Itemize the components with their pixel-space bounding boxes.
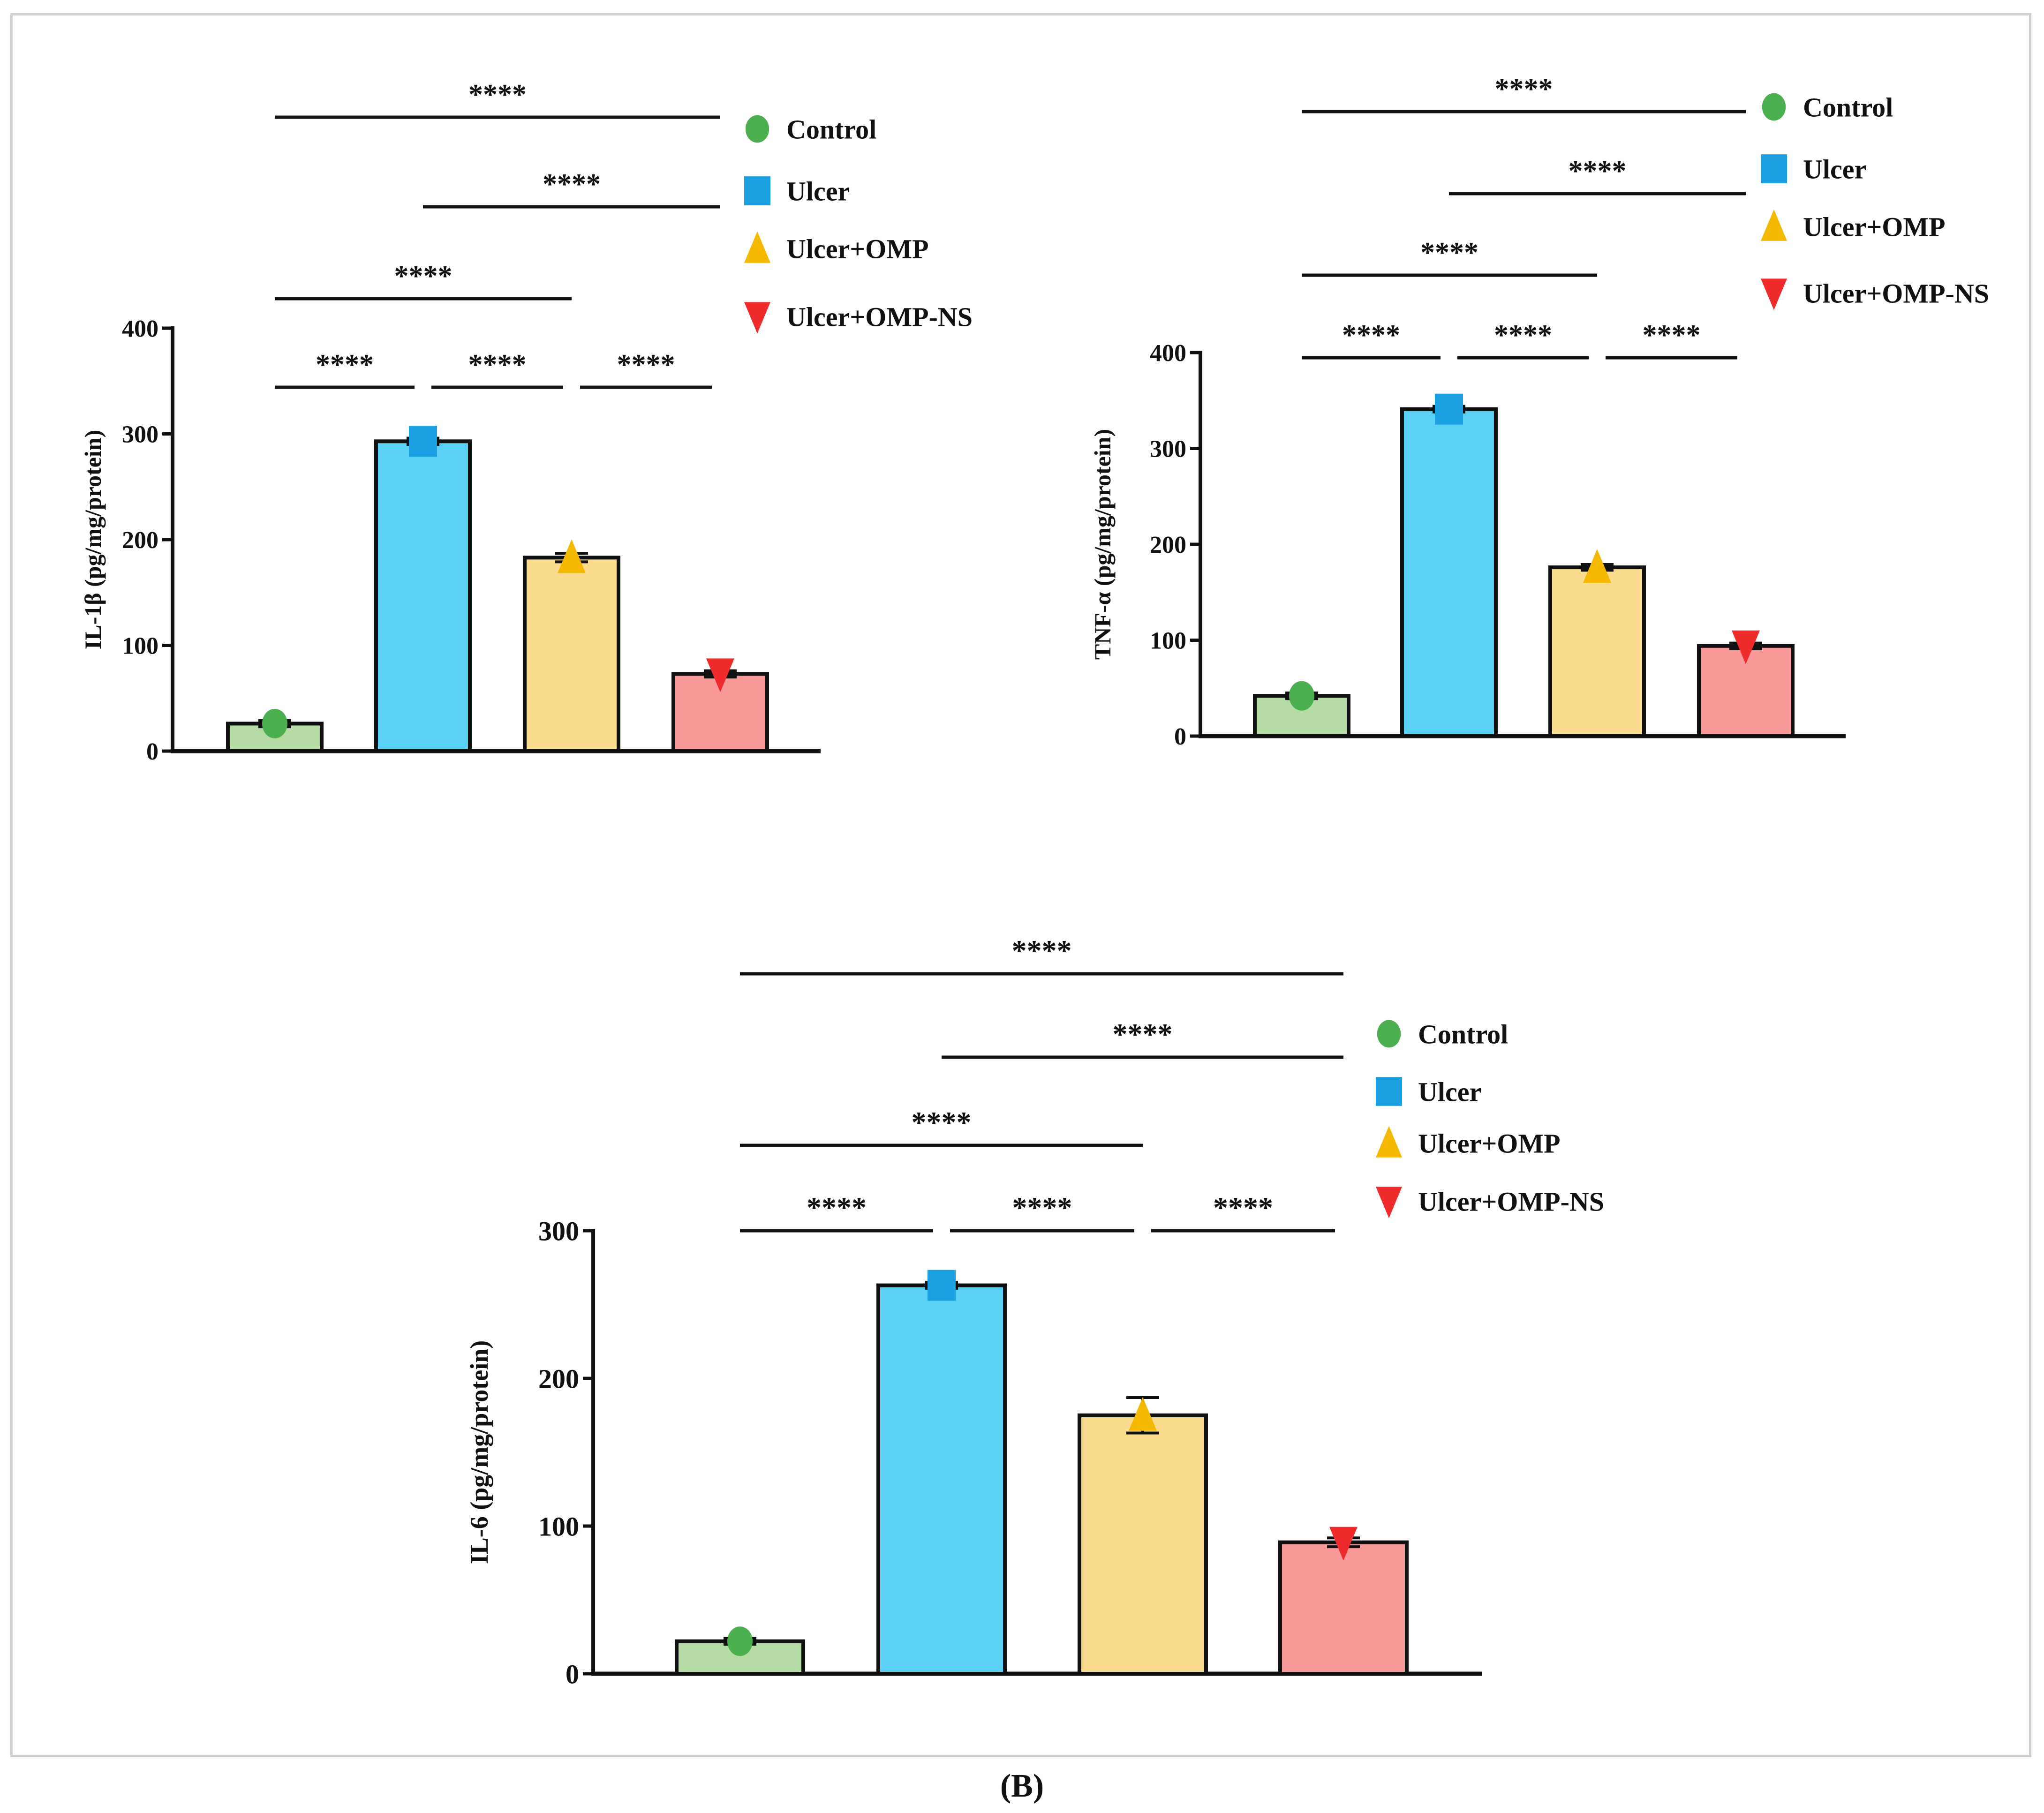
legend-label: Ulcer+OMP (1418, 1128, 1561, 1159)
legend-label: Ulcer+OMP (1803, 211, 1946, 242)
y-axis-label: IL-1β (pg/mg/protein) (80, 430, 106, 649)
significance-label: **** (1495, 73, 1553, 105)
significance-label: **** (1113, 1017, 1173, 1051)
significance-label: **** (543, 168, 601, 200)
data-point-triangle-down (706, 658, 734, 692)
legend-label: Ulcer+OMP-NS (786, 301, 973, 332)
legend-label: Ulcer+OMP-NS (1418, 1186, 1604, 1217)
data-point-circle (262, 708, 287, 738)
legend-label: Control (1803, 92, 1893, 122)
legend-label: Control (1418, 1019, 1508, 1049)
significance-label: **** (1213, 1191, 1273, 1224)
y-tick-label: 300 (122, 421, 158, 448)
legend-marker-triangle-up (1376, 1126, 1402, 1158)
legend-marker-square (1761, 154, 1787, 183)
significance-label: **** (1569, 155, 1627, 187)
legend-label: Ulcer (1418, 1076, 1481, 1107)
legend-label: Ulcer+OMP (786, 233, 929, 264)
data-point-triangle-down (1732, 630, 1760, 664)
significance-label: **** (316, 349, 374, 381)
significance-label: **** (1012, 934, 1072, 967)
legend-marker-triangle-down (1761, 278, 1787, 310)
legend-label: Control (786, 114, 876, 144)
y-tick-label: 200 (1150, 532, 1186, 558)
data-point-square (928, 1270, 956, 1301)
legend-label: Ulcer (1803, 154, 1866, 184)
significance-label: **** (1643, 319, 1701, 351)
legend-marker-triangle-up (1761, 209, 1787, 241)
chart-il6: 0 100 200 300 IL-6 (pg/mg/protein) **** **** **… (465, 934, 1604, 1689)
significance-label: **** (1012, 1191, 1072, 1224)
chart-il1b: 0 100 200 300 400 IL-1β (pg/mg/protein) **** **… (80, 79, 973, 765)
legend-marker-circle (745, 115, 769, 143)
y-tick-label: 0 (1174, 723, 1186, 750)
data-point-circle (727, 1626, 753, 1656)
legend-marker-triangle-up (744, 231, 770, 263)
significance-label: **** (468, 79, 527, 111)
y-axis-label: IL-6 (pg/mg/protein) (465, 1340, 493, 1565)
legend-marker-square (744, 176, 770, 205)
y-tick-label: 0 (146, 738, 158, 765)
y-tick-label: 100 (1150, 628, 1186, 654)
legend-label: Ulcer (786, 176, 850, 206)
chart-tnfa: 0 100 200 300 400 TNF-α (pg/mg/protein) **** **… (1089, 73, 1989, 750)
y-tick-label: 300 (538, 1216, 579, 1246)
bar-ulcer (876, 1283, 1007, 1676)
significance-label: **** (912, 1106, 972, 1139)
legend-marker-circle (1377, 1020, 1401, 1048)
y-tick-label: 100 (122, 633, 158, 660)
y-tick-label: 100 (538, 1511, 579, 1542)
significance-label: **** (1420, 237, 1478, 269)
significance-label: **** (1494, 319, 1552, 351)
legend-marker-square (1376, 1077, 1402, 1106)
y-tick-label: 300 (1150, 436, 1186, 463)
data-point-triangle-down (1329, 1527, 1358, 1561)
legend-marker-triangle-down (1376, 1187, 1402, 1219)
y-tick-label: 200 (538, 1363, 579, 1394)
bar-ulcer-omp (523, 556, 620, 753)
bar-ulcer (1400, 407, 1498, 738)
y-tick-label: 400 (122, 316, 158, 342)
significance-label: **** (617, 349, 675, 381)
data-point-square (409, 426, 437, 457)
panel-border (10, 13, 2031, 1757)
legend-marker-circle (1762, 93, 1786, 121)
legend-label: Ulcer+OMP-NS (1803, 278, 1989, 308)
data-point-triangle-up (1583, 549, 1611, 583)
data-point-triangle-up (1129, 1397, 1157, 1431)
data-point-triangle-up (558, 539, 586, 573)
y-tick-label: 200 (122, 527, 158, 554)
bar-ulcer-omp (1078, 1413, 1208, 1676)
significance-label: **** (468, 349, 527, 381)
significance-label: **** (394, 260, 453, 292)
bar-ulcer-omp (1548, 565, 1646, 738)
y-tick-label: 0 (566, 1659, 579, 1689)
data-point-square (1435, 393, 1463, 425)
data-point-circle (1289, 681, 1314, 711)
significance-label: **** (1342, 319, 1400, 351)
figure-caption: (B) (1000, 1768, 1044, 1804)
y-axis-label: TNF-α (pg/mg/protein) (1089, 429, 1116, 660)
y-tick-label: 400 (1150, 340, 1186, 367)
significance-label: **** (807, 1191, 867, 1224)
legend-marker-triangle-down (744, 302, 770, 334)
